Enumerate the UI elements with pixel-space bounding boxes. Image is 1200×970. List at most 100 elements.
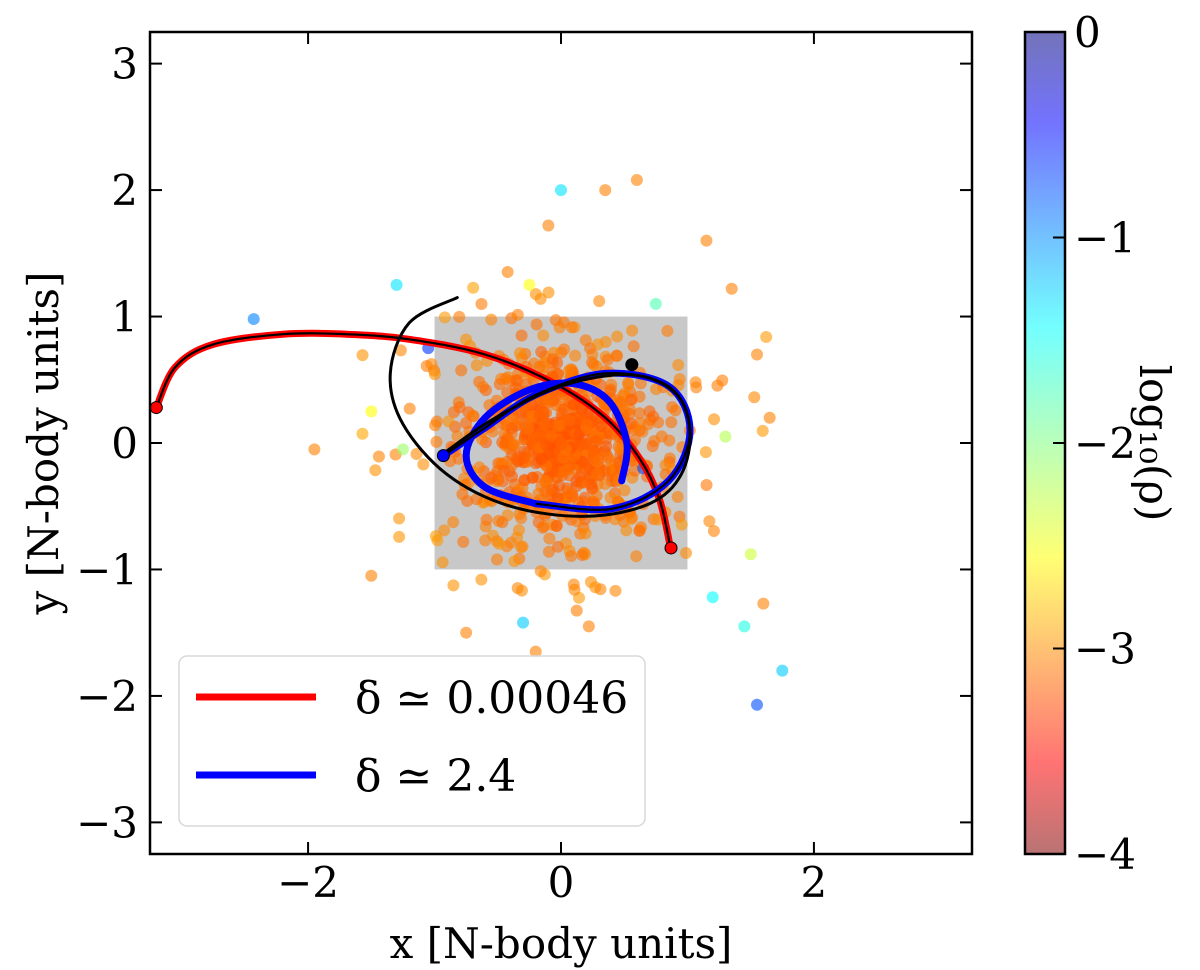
particle-point: [689, 376, 702, 389]
particle-point: [457, 535, 470, 548]
y-tick-label: −3: [76, 798, 138, 847]
outlier-point: [599, 184, 612, 197]
particle-point: [438, 524, 451, 537]
colorbar-label: log₁₀(ρ): [1130, 365, 1179, 522]
particle-point: [565, 550, 578, 563]
legend: δ ≃ 0.00046 δ ≃ 2.4: [178, 655, 646, 827]
particle-point: [634, 377, 647, 390]
y-tick-label: 3: [111, 40, 138, 89]
series-line-red-core: [155, 332, 673, 551]
particle-point: [589, 435, 602, 448]
particle-point: [614, 443, 627, 456]
particle-point: [643, 405, 656, 418]
particle-point: [542, 286, 555, 299]
particle-point: [470, 493, 483, 506]
particle-point: [430, 435, 443, 448]
legend-label-red: δ ≃ 0.00046: [355, 673, 628, 724]
outlier-point: [763, 411, 776, 424]
particle-point: [475, 573, 488, 586]
particle-point: [576, 455, 589, 468]
outlier-point: [725, 282, 738, 295]
particle-point: [485, 472, 498, 485]
particle-point: [545, 429, 558, 442]
particle-point: [460, 417, 473, 430]
particle-point: [578, 491, 591, 504]
particle-point: [553, 479, 566, 492]
outlier-point: [649, 297, 662, 310]
endpoint-marker: [664, 541, 678, 555]
particle-point: [600, 440, 613, 453]
particle-point: [661, 324, 674, 337]
x-axis-ticks: −2 0 2: [277, 32, 827, 907]
particle-point: [586, 482, 599, 495]
particle-point: [410, 447, 423, 460]
outlier-point: [308, 443, 321, 456]
particle-point: [499, 372, 512, 385]
particle-point: [633, 407, 646, 420]
particle-point: [429, 419, 442, 432]
particle-point: [447, 516, 460, 529]
series-line-black: [388, 296, 692, 518]
particle-point: [595, 420, 608, 433]
particle-point: [565, 321, 578, 334]
particle-point: [594, 583, 607, 596]
particle-point: [542, 545, 555, 558]
outlier-point: [738, 620, 751, 633]
particle-point: [515, 329, 528, 342]
particle-point: [568, 583, 581, 596]
particle-point: [518, 452, 531, 465]
outlier-point: [700, 234, 713, 247]
particle-point: [703, 515, 716, 528]
trajectory-lines: [152, 296, 694, 554]
particle-point: [618, 484, 631, 497]
particle-point: [530, 318, 543, 331]
particle-point: [539, 485, 552, 498]
endpoint-marker: [625, 358, 639, 372]
particle-point: [476, 433, 489, 446]
particle-point: [536, 360, 549, 373]
particle-point: [627, 340, 640, 353]
particle-point: [428, 368, 441, 381]
particle-point: [593, 295, 606, 308]
particle-point: [485, 313, 498, 326]
outlier-point: [460, 626, 473, 639]
y-tick-label: −1: [76, 545, 138, 594]
particle-point: [497, 464, 510, 477]
particle-point: [475, 298, 488, 311]
particle-point: [580, 418, 593, 431]
particle-point: [491, 553, 504, 566]
particle-point: [584, 575, 597, 588]
particle-point: [480, 513, 493, 526]
outlier-point: [555, 184, 567, 197]
particle-point: [436, 556, 449, 569]
particle-point: [551, 540, 564, 553]
particle-point: [592, 453, 605, 466]
particle-point: [558, 343, 571, 356]
colorbar-ticks: 0 −1 −2 −3 −4: [1053, 8, 1136, 879]
endpoint-marker: [150, 401, 163, 415]
particle-point: [516, 540, 529, 553]
particle-point: [633, 524, 646, 537]
particle-point: [453, 310, 466, 323]
colorbar-tick-label: −1: [1074, 214, 1136, 263]
particle-point: [634, 417, 647, 430]
particle-point: [507, 437, 520, 450]
particle-point: [666, 401, 679, 414]
particle-point: [611, 330, 624, 343]
y-tick-label: 0: [111, 419, 138, 468]
particle-point: [535, 345, 548, 358]
particle-point: [553, 419, 566, 432]
outlier-point: [396, 443, 409, 456]
particle-point: [460, 333, 473, 346]
particle-point: [356, 427, 369, 440]
outlier-point: [247, 313, 260, 326]
particle-point: [372, 450, 385, 463]
outlier-point: [751, 698, 764, 711]
particle-point: [748, 391, 761, 404]
particle-point: [456, 488, 469, 501]
outlier-point: [365, 569, 378, 582]
particle-point: [546, 353, 559, 366]
particle-point: [579, 334, 592, 347]
particle-point: [700, 478, 713, 491]
